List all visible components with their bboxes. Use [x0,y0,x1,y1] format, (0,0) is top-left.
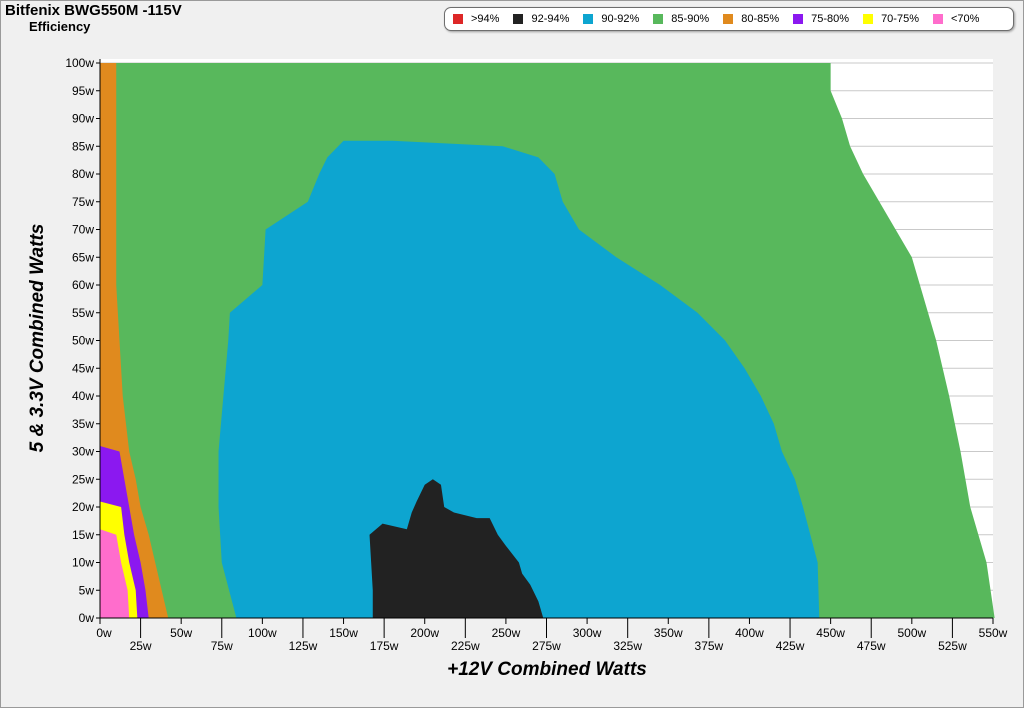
x-tick-label: 425w [776,639,805,653]
y-tick-label: 40w [72,389,94,403]
x-tick-label: 200w [410,626,439,640]
y-tick-label: 80w [72,167,94,181]
x-tick-label: 25w [130,639,152,653]
y-tick-label: 65w [72,250,94,264]
x-tick-label: 250w [492,626,521,640]
legend-swatch [723,14,734,24]
legend-label: 80-85% [741,13,780,25]
y-tick-label: 95w [72,84,94,98]
y-tick-label: 30w [72,445,94,459]
x-tick-label: 500w [897,626,926,640]
y-tick-label: 25w [72,472,94,486]
x-tick-label: 0w [96,626,112,640]
y-tick-label: 85w [72,139,94,153]
legend-item-85-90[interactable]: 85-90% [653,13,709,25]
x-tick-label: 125w [289,639,318,653]
legend-swatch [583,14,594,24]
legend-label: 85-90% [671,13,710,25]
x-tick-label: 50w [170,626,192,640]
y-tick-label: 100w [65,56,94,70]
legend-swatch [453,14,463,24]
x-tick-label: 100w [248,626,277,640]
y-tick-label: 70w [72,223,94,237]
x-tick-label: 375w [695,639,724,653]
y-tick-label: 35w [72,417,94,431]
legend-item-gt94[interactable]: >94% [453,13,499,25]
legend-label: 92-94% [531,13,570,25]
y-tick-label: 45w [72,361,94,375]
legend-swatch [793,14,804,24]
axes: 0w 5w 10w 15w 20w 25w 30w 35w 40w 45w 50w 55w 60w 65w… [65,56,1007,653]
legend-item-90-92[interactable]: 90-92% [583,13,639,25]
y-tick-label: 0w [79,611,95,625]
x-tick-label: 275w [532,639,561,653]
x-axis-title: +12V Combined Watts [447,659,647,680]
legend-item-92-94[interactable]: 92-94% [513,13,569,25]
x-tick-label: 550w [979,626,1008,640]
legend-swatch [863,14,874,24]
x-tick-label: 175w [370,639,399,653]
legend-item-lt70[interactable]: <70% [932,13,980,25]
y-tick-label: 90w [72,112,94,126]
region-lt70 [100,529,130,618]
legend-swatch [513,14,524,24]
x-tick-label: 75w [211,639,233,653]
region-92-94 [369,479,544,618]
legend-item-70-75[interactable]: 70-75% [863,13,919,25]
y-tick-label: 60w [72,278,94,292]
x-tick-label: 300w [573,626,602,640]
x-tick-label: 450w [816,626,845,640]
legend-item-80-85[interactable]: 80-85% [723,13,779,25]
legend-label: >94% [471,13,500,25]
y-tick-label: 75w [72,195,94,209]
y-tick-label: 10w [72,556,94,570]
y-tick-label: 55w [72,306,94,320]
chart-title: Bitfenix BWG550M -115V [5,2,182,19]
plot-area [100,59,995,619]
y-tick-label: 50w [72,334,94,348]
x-tick-label: 350w [654,626,683,640]
legend-swatch [932,14,943,24]
legend-label: 75-80% [811,13,850,25]
y-axis-title: 5 & 3.3V Combined Watts [27,224,48,453]
x-tick-label: 325w [613,639,642,653]
chart-subtitle: Efficiency [29,19,91,34]
legend-item-75-80[interactable]: 75-80% [793,13,849,25]
x-tick-label: 525w [938,639,967,653]
chart-legend: >94% 92-94% 90-92% 85-90% 80-85% 75-80% … [444,7,1014,31]
x-tick-label: 150w [329,626,358,640]
legend-label: 90-92% [601,13,640,25]
y-tick-label: 15w [72,528,94,542]
y-tick-label: 5w [79,583,95,597]
legend-label: <70% [950,13,980,25]
legend-label: 70-75% [881,13,919,25]
x-tick-label: 400w [735,626,764,640]
legend-swatch [653,14,664,24]
x-tick-label: 475w [857,639,886,653]
region-90-92 [218,140,820,618]
x-tick-label: 225w [451,639,480,653]
y-tick-label: 20w [72,500,94,514]
